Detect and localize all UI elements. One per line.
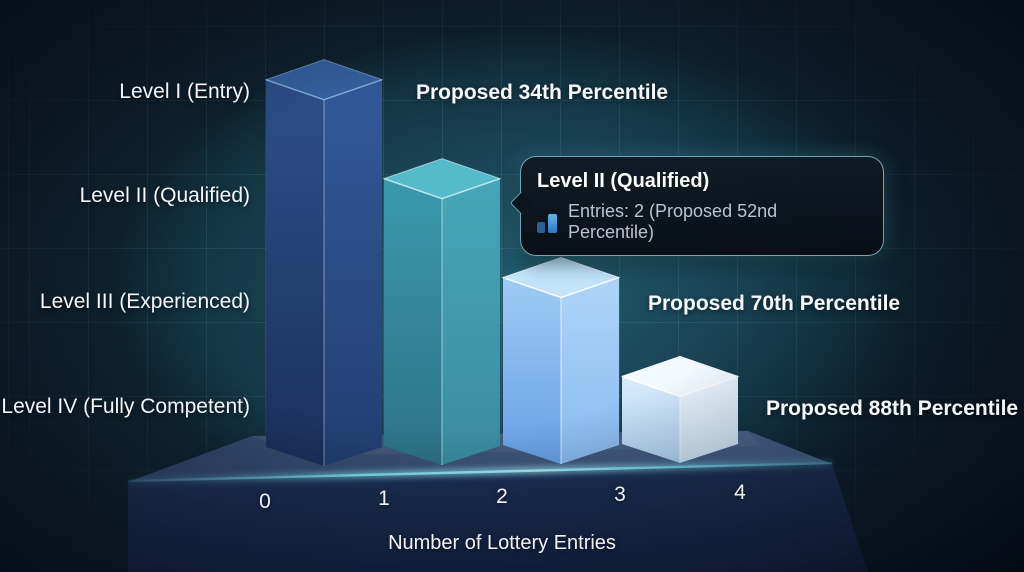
bar-chart-icon — [537, 211, 557, 233]
x-tick-label-2: 2 — [496, 485, 508, 508]
annotation-percentile-bar-4: Proposed 88th Percentile — [766, 397, 1019, 420]
bar-level-1[interactable] — [264, 59, 384, 466]
annotation-percentile-bar-3: Proposed 70th Percentile — [648, 292, 901, 315]
x-tick-label-1: 1 — [378, 487, 390, 510]
category-label-level-1: Level I (Entry) — [119, 80, 250, 103]
annotation-percentile-bar-1: Proposed 34th Percentile — [416, 81, 669, 104]
bars-layer — [264, 59, 740, 466]
category-label-level-2: Level II (Qualified) — [79, 184, 250, 207]
x-tick-label-3: 3 — [614, 483, 626, 506]
category-label-level-4: Level IV (Fully Competent) — [1, 395, 250, 418]
x-axis-title: Number of Lottery Entries — [388, 532, 616, 554]
bar-level-3[interactable] — [501, 256, 621, 465]
bar-level-2[interactable] — [382, 158, 502, 465]
tooltip-entries-text: Entries: 2 (Proposed 52nd Percentile) — [568, 201, 778, 242]
bar-level-4[interactable] — [620, 355, 740, 463]
x-tick-label-0: 0 — [259, 490, 271, 513]
tooltip-title: Level II (Qualified) — [537, 170, 710, 192]
x-tick-label-4: 4 — [734, 481, 746, 504]
category-label-level-3: Level III (Experienced) — [39, 290, 250, 313]
tooltip-level-2: Level II (Qualified) Entries: 2 (Propose… — [509, 156, 884, 256]
